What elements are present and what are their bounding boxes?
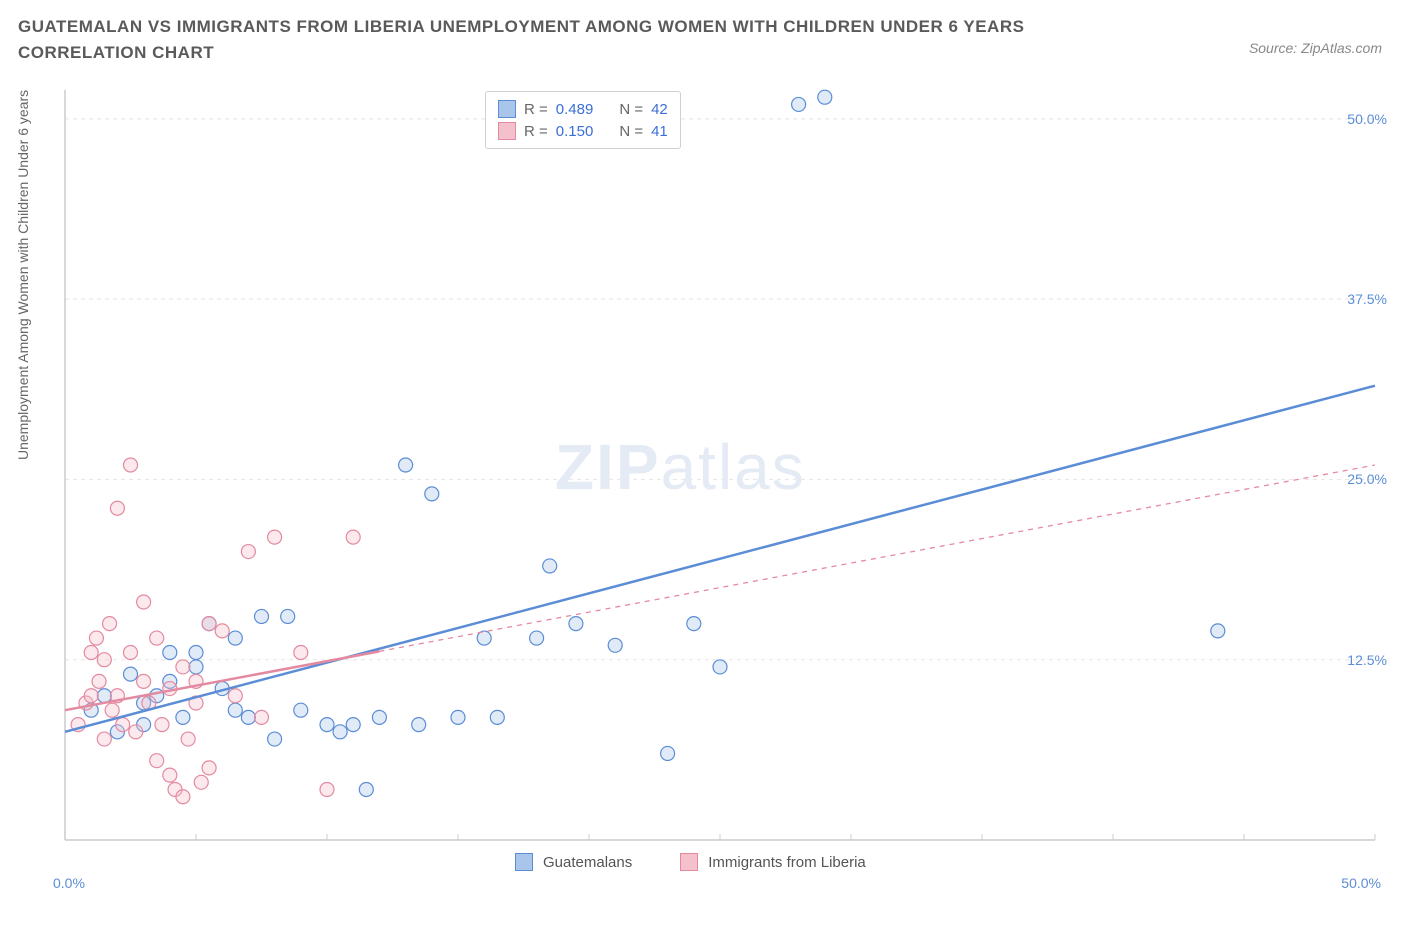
n-label: N = bbox=[619, 123, 643, 140]
series-label: Guatemalans bbox=[543, 854, 632, 871]
series-label: Immigrants from Liberia bbox=[708, 854, 866, 871]
chart-title: GUATEMALAN VS IMMIGRANTS FROM LIBERIA UN… bbox=[18, 14, 1118, 67]
n-value: 41 bbox=[651, 123, 668, 140]
y-tick-label: 12.5% bbox=[1347, 652, 1387, 668]
x-tick-end: 50.0% bbox=[1341, 875, 1381, 891]
y-tick-label: 50.0% bbox=[1347, 111, 1387, 127]
y-axis-label: Unemployment Among Women with Children U… bbox=[15, 90, 31, 460]
r-value: 0.150 bbox=[556, 123, 594, 140]
stats-row: R = 0.150 N = 41 bbox=[498, 120, 668, 142]
scatter-plot bbox=[55, 85, 1385, 845]
stats-row: R = 0.489 N = 42 bbox=[498, 98, 668, 120]
swatch-icon bbox=[498, 100, 516, 118]
n-label: N = bbox=[619, 101, 643, 118]
r-label: R = bbox=[524, 101, 548, 118]
swatch-icon bbox=[515, 853, 533, 871]
r-label: R = bbox=[524, 123, 548, 140]
x-tick-start: 0.0% bbox=[53, 875, 85, 891]
chart-area: ZIPatlas R = 0.489 N = 42 R = 0.150 N = … bbox=[55, 85, 1385, 845]
series-legend: Guatemalans Immigrants from Liberia bbox=[515, 853, 866, 871]
swatch-icon bbox=[498, 122, 516, 140]
swatch-icon bbox=[680, 853, 698, 871]
source-label: Source: ZipAtlas.com bbox=[1249, 40, 1382, 56]
n-value: 42 bbox=[651, 101, 668, 118]
y-tick-label: 37.5% bbox=[1347, 291, 1387, 307]
stats-legend: R = 0.489 N = 42 R = 0.150 N = 41 bbox=[485, 91, 681, 149]
r-value: 0.489 bbox=[556, 101, 594, 118]
y-tick-label: 25.0% bbox=[1347, 471, 1387, 487]
